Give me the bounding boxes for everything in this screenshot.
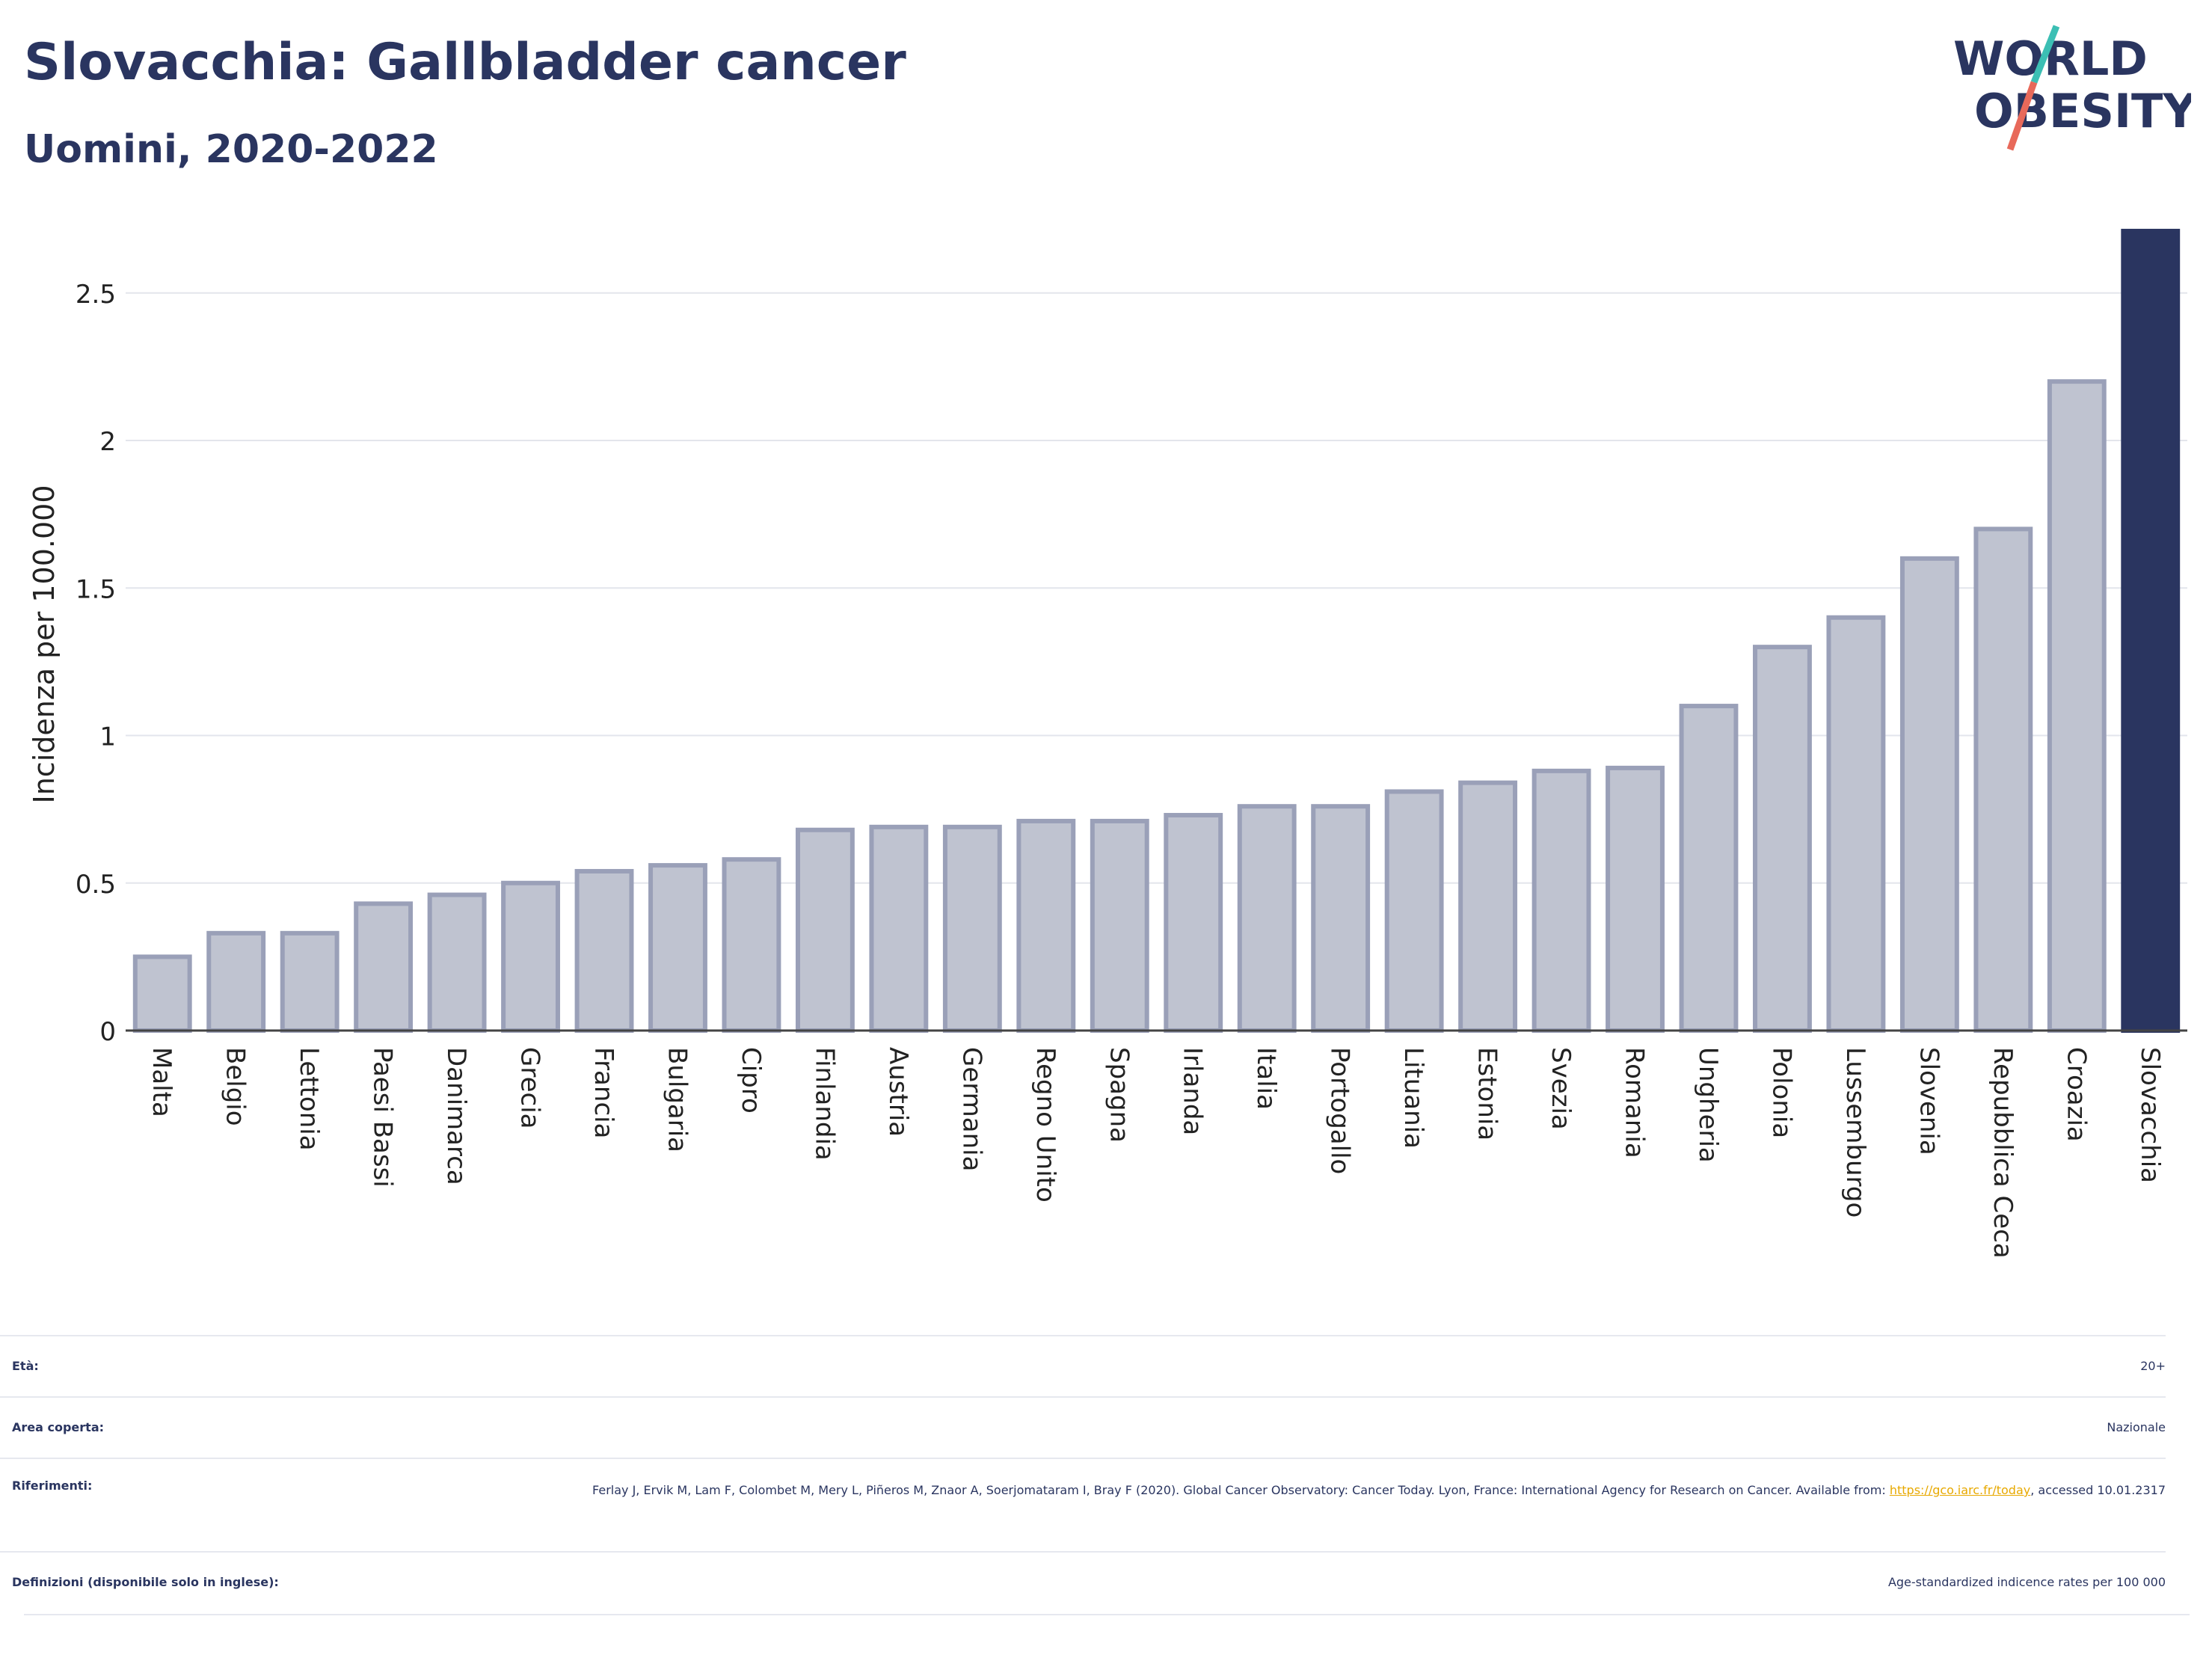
references-text-1: Ferlay J, Ervik M, Lam F, Colombet M, Me… (592, 1483, 1890, 1497)
meta-row-references: Riferimenti: Ferlay J, Ervik M, Lam F, C… (0, 1458, 2166, 1497)
age-value: 20+ (2140, 1359, 2166, 1373)
references-label: Riferimenti: (12, 1479, 93, 1493)
x-tick-label: Spagna (1104, 1047, 1134, 1143)
x-tick-label: Lettonia (294, 1047, 324, 1151)
x-tick-label: Slovenia (1914, 1047, 1944, 1155)
area-value: Nazionale (2107, 1420, 2166, 1434)
references-text-2: , accessed 10.01.2317 (2030, 1483, 2166, 1497)
bar-chart: 0 0.5 1 1.5 2 2.5 Malta Belgio Lettonia Paesi Ba… (28, 228, 2187, 1259)
x-tick-label: Austria (883, 1047, 913, 1137)
meta-row-area: Area coperta: Nazionale (0, 1396, 2166, 1434)
bar-cipro (722, 857, 781, 1033)
references-value: Ferlay J, Ervik M, Lam F, Colombet M, Me… (520, 1474, 2166, 1507)
y-tick-label: 1 (99, 722, 116, 752)
bar-croazia (2047, 379, 2107, 1034)
bar-repubblica-ceca (1973, 526, 2033, 1033)
bottom-rule (24, 1614, 2190, 1615)
bar-italia (1237, 804, 1297, 1033)
x-tick-label: Estonia (1472, 1047, 1502, 1140)
area-label: Area coperta: (12, 1420, 105, 1434)
x-tick-label: Danimarca (441, 1047, 471, 1185)
bar-lettonia (280, 930, 340, 1033)
page-subtitle: Uomini, 2020-2022 (24, 127, 438, 172)
x-tick-label: Repubblica Ceca (1988, 1047, 2018, 1259)
x-tick-label: Svezia (1546, 1047, 1576, 1130)
x-tick-label: Romania (1620, 1047, 1650, 1158)
bar-grecia (501, 880, 560, 1033)
x-tick-label: Ungheria (1693, 1047, 1723, 1163)
bar-svezia (1531, 768, 1591, 1033)
y-tick-labels: 0 0.5 1 1.5 2 2.5 (76, 280, 116, 1047)
bar-slovenia (1899, 556, 1959, 1033)
bar-lussemburgo (1826, 615, 1886, 1033)
meta-row-definitions: Definizioni (disponibile solo in inglese… (0, 1551, 2166, 1589)
x-tick-label: Grecia (515, 1047, 545, 1129)
x-tick-label: Francia (589, 1047, 618, 1138)
definitions-label: Definizioni (disponibile solo in inglese… (12, 1575, 279, 1589)
bar-danimarca (427, 892, 487, 1033)
bar-francia (574, 868, 634, 1033)
bar-belgio (206, 930, 266, 1033)
x-tick-label: Finlandia (809, 1047, 839, 1161)
x-tick-label: Portogallo (1325, 1047, 1355, 1174)
bar-spagna (1090, 818, 1149, 1033)
bar-estonia (1458, 780, 1518, 1033)
world-obesity-logo: WORLD OBESITY (1953, 25, 2191, 151)
x-tick-label: Lituania (1398, 1047, 1428, 1149)
bar-lituania (1384, 789, 1444, 1033)
bar-paesi-bassi (354, 901, 414, 1034)
x-tick-label: Slovacchia (2135, 1047, 2165, 1183)
logo-slash-red (2006, 81, 2038, 151)
x-tick-label: Belgio (221, 1047, 251, 1126)
x-tick-label: Polonia (1766, 1047, 1796, 1138)
y-tick-label: 2 (99, 427, 116, 457)
bars (132, 228, 2181, 1034)
bar-austria (869, 824, 929, 1034)
logo-line2: OBESITY (1974, 84, 2191, 138)
x-tick-label: Germania (956, 1047, 986, 1171)
bar-ungheria (1679, 704, 1739, 1033)
bar-finlandia (795, 827, 855, 1033)
bar-malta (132, 954, 192, 1033)
x-tick-label: Croazia (2061, 1047, 2091, 1142)
bar-regno-unito (1016, 818, 1076, 1033)
y-tick-label: 0 (99, 1017, 116, 1047)
logo-slash-teal (2030, 25, 2060, 84)
bar-bulgaria (648, 863, 707, 1034)
bar-slovacchia (2121, 228, 2181, 1034)
bar-irlanda (1164, 813, 1223, 1034)
x-tick-label: Lussemburgo (1840, 1047, 1870, 1218)
x-tick-label: Malta (147, 1047, 176, 1117)
y-axis-label: Incidenza per 100.000 (28, 485, 61, 804)
y-tick-label: 0.5 (76, 870, 116, 900)
bar-romania (1606, 765, 1665, 1033)
page-title: Slovacchia: Gallbladder cancer (24, 33, 906, 92)
x-tick-label: Irlanda (1178, 1047, 1208, 1135)
age-label: Età: (12, 1359, 39, 1373)
x-tick-label: Paesi Bassi (368, 1047, 398, 1188)
definitions-value: Age-standardized indicence rates per 100… (1887, 1575, 2166, 1589)
x-tick-label: Italia (1251, 1047, 1281, 1110)
y-tick-label: 1.5 (76, 574, 116, 604)
x-tick-labels: Malta Belgio Lettonia Paesi Bassi Danimarca G… (147, 1047, 2165, 1259)
references-link[interactable]: https://gco.iarc.fr/today (1889, 1483, 2031, 1497)
bar-portogallo (1311, 804, 1371, 1033)
x-tick-label: Bulgaria (662, 1047, 692, 1152)
bar-polonia (1753, 645, 1812, 1033)
bar-germania (942, 824, 1002, 1034)
x-tick-label: Cipro (736, 1047, 766, 1114)
meta-row-age: Età: 20+ (0, 1335, 2166, 1373)
y-tick-label: 2.5 (76, 280, 116, 310)
x-tick-label: Regno Unito (1030, 1047, 1060, 1203)
